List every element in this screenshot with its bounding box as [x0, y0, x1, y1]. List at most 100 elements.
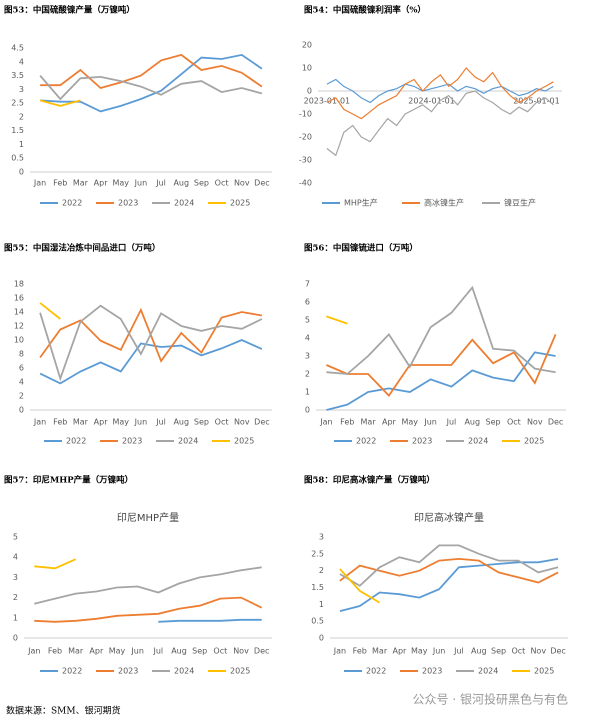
x-tick-label: Apr [94, 418, 109, 427]
y-tick-label: 1.5 [311, 583, 324, 592]
x-tick-label: Sep [194, 179, 209, 188]
y-tick-label: 3 [19, 85, 24, 94]
series-line [339, 544, 559, 587]
x-tick-label: Jan [319, 418, 332, 427]
legend-label: 2025 [524, 437, 544, 446]
x-tick-label: Jul [453, 647, 464, 656]
y-tick-label: 2 [319, 566, 324, 575]
x-tick-label: Dec [254, 179, 269, 188]
y-tick-label: 0 [19, 406, 24, 415]
x-tick-label: Nov [530, 647, 546, 656]
x-tick-label: Mar [68, 647, 84, 656]
x-tick-label: Apr [382, 418, 397, 427]
x-tick-label: Feb [353, 647, 367, 656]
y-tick-label: -40 [299, 179, 312, 188]
series-line [326, 78, 554, 104]
y-tick-label: 2.5 [311, 549, 324, 558]
caption: 图55：中国湿法冶炼中间品进口（万吨） [4, 243, 160, 254]
y-tick-label: 3 [305, 352, 310, 361]
x-tick-label: Feb [48, 647, 62, 656]
y-tick-label: 2 [19, 112, 24, 121]
y-tick-label: 2 [305, 370, 310, 379]
y-tick-label: 10 [302, 64, 312, 73]
y-tick-label: 4 [19, 57, 24, 66]
y-tick-label: 4 [305, 334, 310, 343]
y-tick-label: 5 [305, 316, 310, 325]
x-tick-label: Jul [446, 418, 457, 427]
series-line [39, 99, 81, 107]
x-tick-label: Oct [511, 647, 525, 656]
x-tick-label: Aug [173, 179, 189, 188]
caption: 图58：印尼高冰镍产量（万镍吨） [304, 475, 435, 486]
chart-title: 印尼MHP产量 [117, 511, 179, 524]
legend-label: 2022 [62, 667, 82, 676]
x-tick-label: Feb [53, 418, 67, 427]
x-tick-label: Apr [89, 647, 104, 656]
x-tick-label: 2025-01-01 [513, 97, 560, 106]
x-tick-label: Sep [194, 418, 209, 427]
y-tick-label: 8 [19, 350, 24, 359]
y-tick-label: 1.5 [11, 126, 24, 135]
legend-label: MHP生产 [344, 198, 378, 208]
watermark: 公众号 · 银河投研黑色与有色 [413, 692, 568, 707]
y-tick-label: 2 [19, 392, 24, 401]
legend-label: 2025 [230, 199, 250, 208]
y-tick-label: -30 [299, 156, 312, 165]
series-line [326, 90, 554, 157]
x-tick-label: Apr [392, 647, 407, 656]
y-tick-label: 16 [14, 294, 24, 303]
legend-label: 2025 [534, 667, 554, 676]
x-tick-label: 2023-01-01 [304, 97, 351, 106]
y-tick-label: 4 [19, 378, 24, 387]
caption: 图53：中国硫酸镍产量（万镍吨） [4, 5, 135, 16]
legend-label: 2023 [422, 667, 442, 676]
series-line [326, 351, 556, 411]
x-tick-label: May [411, 647, 428, 656]
series-line [40, 53, 263, 89]
x-tick-label: May [112, 418, 129, 427]
x-tick-label: Jul [155, 179, 166, 188]
x-tick-label: Oct [213, 647, 227, 656]
x-tick-label: Jun [134, 418, 148, 427]
caption: 图56：中国镍锍进口（万吨） [304, 243, 418, 254]
y-tick-label: 1 [13, 613, 18, 622]
x-tick-label: Dec [550, 647, 565, 656]
series-line [326, 285, 556, 375]
caption: 图54：中国硫酸镍利润率（%） [304, 5, 426, 16]
x-tick-label: May [112, 179, 129, 188]
y-tick-label: 0 [319, 634, 324, 643]
y-tick-label: 18 [14, 280, 24, 289]
y-tick-label: 10 [14, 336, 24, 345]
x-tick-label: Nov [527, 418, 543, 427]
y-tick-label: 4.5 [11, 44, 24, 53]
y-tick-label: -10 [299, 110, 312, 119]
y-tick-label: 3 [13, 573, 18, 582]
y-tick-label: 20 [302, 41, 312, 50]
y-tick-label: 0.5 [11, 154, 24, 163]
y-tick-label: -20 [299, 133, 312, 142]
series-line [39, 75, 263, 101]
x-tick-label: Nov [233, 647, 249, 656]
y-tick-label: 0.5 [311, 617, 324, 626]
legend-label: 2024 [174, 667, 194, 676]
legend-label: 2023 [118, 667, 138, 676]
series-line [34, 566, 262, 605]
series-line [34, 558, 77, 570]
y-tick-label: 0 [305, 406, 310, 415]
legend-label: 2023 [118, 199, 138, 208]
y-tick-label: 1 [305, 388, 310, 397]
y-tick-label: 0 [13, 634, 18, 643]
y-tick-label: 2 [13, 593, 18, 602]
series-line [339, 558, 559, 612]
x-tick-label: Jan [333, 647, 346, 656]
y-tick-label: 12 [14, 322, 24, 331]
x-tick-label: Nov [234, 179, 250, 188]
x-tick-label: May [401, 418, 418, 427]
legend-label: 2022 [366, 667, 386, 676]
legend-label: 2025 [230, 667, 250, 676]
x-tick-label: Sep [192, 647, 207, 656]
y-tick-label: 3.5 [11, 71, 24, 80]
x-tick-label: Aug [171, 647, 187, 656]
x-tick-label: Nov [234, 418, 250, 427]
x-tick-label: Jul [155, 418, 166, 427]
